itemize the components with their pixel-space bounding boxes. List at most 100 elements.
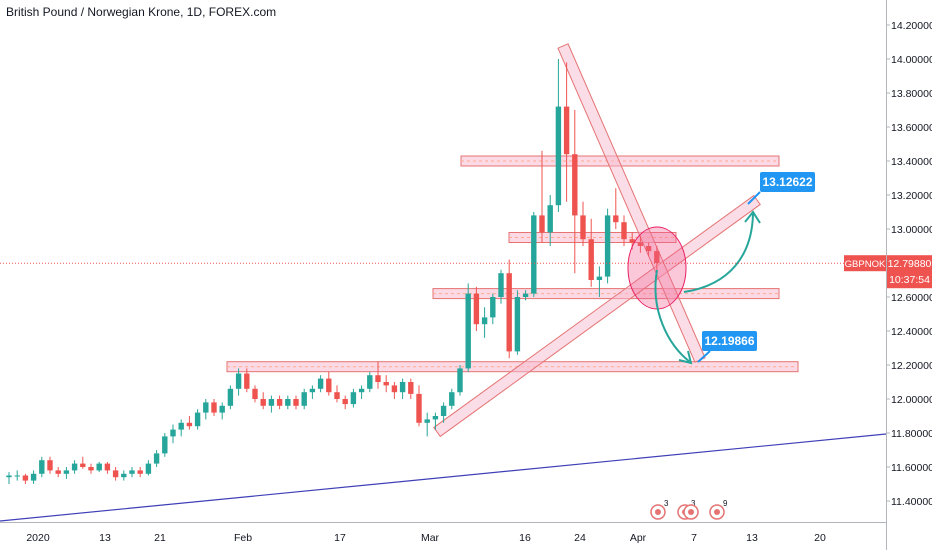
candle-body	[629, 239, 635, 243]
candle-body	[276, 399, 283, 406]
candle	[490, 293, 496, 325]
candle	[473, 286, 480, 331]
candle	[203, 399, 209, 420]
candle-body	[194, 412, 201, 427]
candle	[326, 371, 332, 396]
time-tick-label: 17	[334, 532, 346, 544]
last-price-badge	[887, 255, 932, 289]
event-count-badge: 3	[664, 499, 669, 508]
candle	[317, 375, 324, 393]
candle-body	[580, 215, 586, 240]
candle-body	[244, 373, 250, 389]
candle	[506, 259, 512, 359]
candle	[137, 467, 143, 478]
candle-body	[227, 388, 234, 406]
candle	[375, 361, 381, 389]
candle	[170, 424, 176, 444]
candle	[145, 460, 152, 476]
target-callout-upper-box	[760, 172, 815, 192]
price-tick-label: 13.60000	[891, 122, 932, 134]
candle	[563, 62, 570, 202]
rising-trendline	[433, 194, 761, 438]
countdown-label: 10:37:54	[889, 274, 930, 286]
candle	[547, 195, 553, 246]
candle-body	[121, 473, 127, 478]
candle-body	[334, 392, 340, 399]
candle-body	[317, 378, 324, 389]
candle-body	[637, 242, 644, 246]
candle-body	[481, 317, 488, 325]
candle	[391, 382, 398, 399]
candle	[14, 470, 20, 481]
candle-body	[6, 475, 12, 478]
candle-body	[203, 402, 209, 413]
candle	[457, 365, 463, 396]
candle	[96, 461, 102, 473]
candle-body	[80, 463, 86, 467]
candle	[211, 399, 217, 416]
candle-body	[449, 392, 455, 406]
candle	[153, 450, 160, 467]
candle	[350, 388, 357, 408]
candle	[522, 290, 529, 301]
candle	[481, 307, 488, 338]
candle-body	[301, 392, 307, 406]
candle-body	[514, 297, 521, 352]
candle-body	[96, 463, 102, 471]
candle	[514, 290, 521, 355]
candle	[399, 378, 406, 399]
price-tick-label: 13.80000	[891, 88, 932, 100]
candle-body	[539, 215, 545, 233]
candle-body	[186, 422, 193, 427]
candle	[22, 473, 29, 484]
candle	[580, 201, 586, 246]
callout-pointer-upper	[747, 191, 761, 205]
candle	[539, 150, 545, 243]
candle	[80, 456, 86, 469]
time-tick-label: 13	[746, 532, 758, 544]
candle-body	[309, 388, 316, 393]
candle-body	[465, 293, 471, 369]
candle-body	[375, 375, 381, 382]
candle	[194, 409, 201, 430]
candle-body	[129, 470, 135, 474]
candle	[268, 395, 275, 413]
candle	[252, 385, 258, 403]
candle-body	[563, 106, 570, 155]
candle-body	[285, 399, 291, 406]
candle-body	[22, 475, 29, 481]
economic-event-icon: 9	[709, 499, 728, 520]
candle-body	[178, 422, 184, 430]
candle	[531, 212, 537, 297]
candle	[301, 388, 307, 410]
price-tick-label: 14.20000	[891, 20, 932, 32]
candle	[613, 188, 619, 229]
candle-body	[350, 392, 357, 405]
candle-body	[408, 382, 414, 394]
candle	[334, 385, 340, 403]
candle	[235, 368, 242, 396]
candle-body	[432, 416, 439, 420]
time-tick-label: 16	[519, 532, 531, 544]
target-callout-lower-label: 12.19866	[704, 334, 754, 348]
bullish-arrowhead	[744, 210, 761, 224]
candle-body	[383, 382, 389, 386]
candle	[637, 235, 644, 253]
candle-body	[473, 293, 480, 325]
price-tick-label: 12.20000	[891, 360, 932, 372]
time-tick-label: Mar	[421, 532, 440, 544]
candle-body	[252, 388, 258, 399]
candle-body	[547, 205, 553, 233]
candle	[621, 215, 627, 246]
candle	[424, 412, 430, 437]
candle-body	[596, 276, 603, 280]
candle	[71, 460, 78, 474]
price-tick-label: 11.80000	[891, 428, 932, 440]
candle-body	[112, 470, 119, 478]
price-tick-label: 14.00000	[891, 54, 932, 66]
candle	[47, 456, 53, 474]
candle	[654, 246, 660, 270]
candle	[342, 395, 348, 410]
